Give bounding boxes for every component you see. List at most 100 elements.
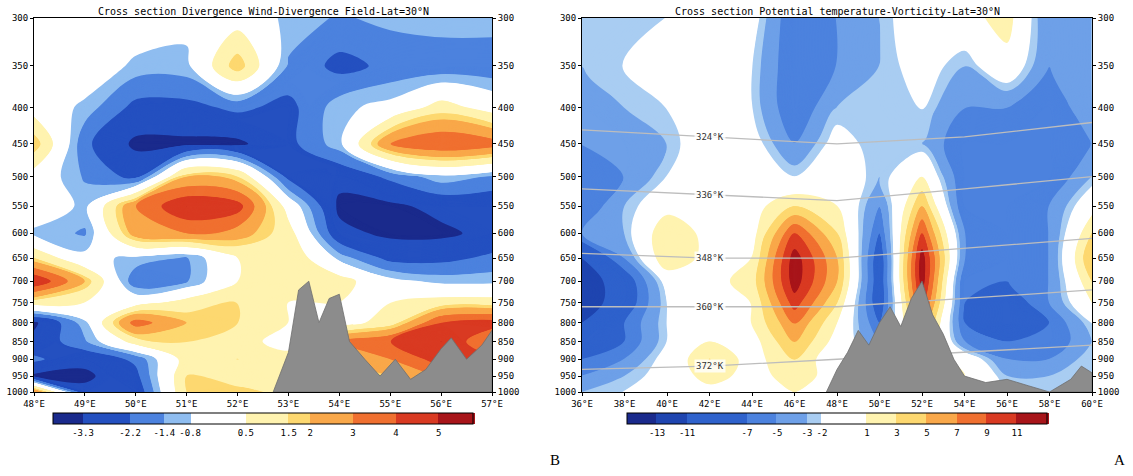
svg-text:-0.8: -0.8 <box>179 428 201 438</box>
svg-text:38°E: 38°E <box>614 399 636 409</box>
svg-text:350: 350 <box>12 61 28 71</box>
svg-text:53°E: 53°E <box>278 399 300 409</box>
svg-text:850: 850 <box>560 337 576 347</box>
svg-text:500: 500 <box>1098 172 1114 182</box>
svg-text:850: 850 <box>498 337 514 347</box>
svg-text:450: 450 <box>1098 139 1114 149</box>
svg-text:900: 900 <box>1098 354 1114 364</box>
svg-text:40°E: 40°E <box>656 399 678 409</box>
svg-text:400: 400 <box>1098 103 1114 113</box>
svg-text:51°E: 51°E <box>176 399 198 409</box>
svg-text:336°K: 336°K <box>696 190 724 200</box>
svg-text:300: 300 <box>560 13 576 23</box>
svg-text:700: 700 <box>12 276 28 286</box>
svg-text:450: 450 <box>12 139 28 149</box>
svg-text:750: 750 <box>12 298 28 308</box>
svg-text:-7: -7 <box>742 428 753 438</box>
svg-text:600: 600 <box>560 228 576 238</box>
svg-text:49°E: 49°E <box>74 399 96 409</box>
svg-text:800: 800 <box>560 318 576 328</box>
svg-text:350: 350 <box>498 61 514 71</box>
svg-text:4: 4 <box>393 428 398 438</box>
svg-text:-2: -2 <box>817 428 828 438</box>
svg-text:-3: -3 <box>802 428 813 438</box>
svg-text:44°E: 44°E <box>741 399 763 409</box>
svg-text:372°K: 372°K <box>696 361 724 371</box>
svg-text:650: 650 <box>560 253 576 263</box>
svg-text:500: 500 <box>498 172 514 182</box>
svg-text:42°E: 42°E <box>699 399 721 409</box>
svg-text:750: 750 <box>1098 298 1114 308</box>
svg-text:600: 600 <box>12 228 28 238</box>
svg-text:A: A <box>1114 452 1125 468</box>
svg-text:600: 600 <box>1098 228 1114 238</box>
svg-text:52°E: 52°E <box>227 399 249 409</box>
svg-text:36°E: 36°E <box>571 399 593 409</box>
svg-text:700: 700 <box>560 276 576 286</box>
svg-text:400: 400 <box>12 103 28 113</box>
svg-text:Cross section Divergence Wind-: Cross section Divergence Wind-Divergence… <box>98 6 429 17</box>
svg-text:950: 950 <box>12 371 28 381</box>
svg-text:1: 1 <box>864 428 869 438</box>
svg-text:0.5: 0.5 <box>238 428 254 438</box>
svg-text:1000: 1000 <box>555 387 577 397</box>
svg-text:11: 11 <box>1012 428 1023 438</box>
svg-text:52°E: 52°E <box>911 399 933 409</box>
svg-text:Cross section Potential temper: Cross section Potential temperature-Vort… <box>675 6 1000 17</box>
svg-text:650: 650 <box>12 253 28 263</box>
svg-text:650: 650 <box>1098 253 1114 263</box>
svg-text:58°E: 58°E <box>1039 399 1061 409</box>
svg-text:46°E: 46°E <box>784 399 806 409</box>
svg-text:50°E: 50°E <box>125 399 147 409</box>
svg-text:900: 900 <box>498 354 514 364</box>
svg-text:360°K: 360°K <box>696 302 724 312</box>
svg-text:850: 850 <box>1098 337 1114 347</box>
svg-text:-11: -11 <box>679 428 695 438</box>
svg-text:-1.4: -1.4 <box>154 428 176 438</box>
svg-text:5: 5 <box>924 428 929 438</box>
svg-text:550: 550 <box>498 201 514 211</box>
svg-text:5: 5 <box>436 428 441 438</box>
svg-text:-5: -5 <box>772 428 783 438</box>
svg-text:57°E: 57°E <box>481 399 503 409</box>
svg-text:950: 950 <box>1098 371 1114 381</box>
svg-text:-3.3: -3.3 <box>72 428 94 438</box>
svg-text:800: 800 <box>498 318 514 328</box>
svg-text:950: 950 <box>498 371 514 381</box>
svg-text:7: 7 <box>954 428 959 438</box>
svg-text:48°E: 48°E <box>826 399 848 409</box>
svg-text:300: 300 <box>12 13 28 23</box>
svg-text:900: 900 <box>12 354 28 364</box>
svg-text:300: 300 <box>498 13 514 23</box>
svg-text:350: 350 <box>560 61 576 71</box>
svg-text:450: 450 <box>498 139 514 149</box>
svg-text:800: 800 <box>1098 318 1114 328</box>
svg-text:-13: -13 <box>649 428 665 438</box>
svg-text:9: 9 <box>984 428 989 438</box>
svg-text:600: 600 <box>498 228 514 238</box>
svg-text:1.5: 1.5 <box>281 428 297 438</box>
svg-text:1000: 1000 <box>498 387 520 397</box>
svg-text:400: 400 <box>560 103 576 113</box>
svg-text:950: 950 <box>560 371 576 381</box>
svg-text:500: 500 <box>560 172 576 182</box>
svg-text:450: 450 <box>560 139 576 149</box>
svg-text:3: 3 <box>350 428 355 438</box>
svg-text:324°K: 324°K <box>696 132 724 142</box>
svg-text:55°E: 55°E <box>379 399 401 409</box>
svg-text:48°E: 48°E <box>23 399 45 409</box>
svg-text:3: 3 <box>894 428 899 438</box>
svg-text:650: 650 <box>498 253 514 263</box>
svg-text:1000: 1000 <box>1098 387 1120 397</box>
svg-text:B: B <box>550 452 560 468</box>
svg-text:348°K: 348°K <box>696 253 724 263</box>
svg-text:700: 700 <box>1098 276 1114 286</box>
svg-text:550: 550 <box>12 201 28 211</box>
svg-text:900: 900 <box>560 354 576 364</box>
svg-text:1000: 1000 <box>7 387 29 397</box>
svg-text:550: 550 <box>560 201 576 211</box>
svg-text:750: 750 <box>498 298 514 308</box>
svg-text:350: 350 <box>1098 61 1114 71</box>
svg-text:60°E: 60°E <box>1081 399 1103 409</box>
svg-text:56°E: 56°E <box>430 399 452 409</box>
